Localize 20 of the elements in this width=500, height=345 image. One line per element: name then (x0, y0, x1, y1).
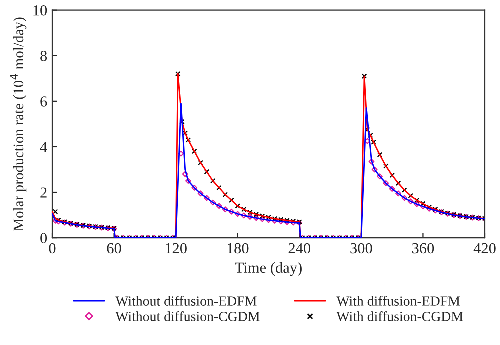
legend-label: With diffusion-EDFM (336, 296, 460, 306)
x-tick-label: 300 (350, 243, 372, 254)
y-tick-label: 8 (40, 51, 48, 62)
y-tick-label: 4 (40, 142, 48, 152)
x-tick-label: 420 (474, 243, 496, 254)
legend-label: Without diffusion-CGDM (116, 311, 260, 322)
x-tick-label: 240 (288, 243, 311, 254)
legend-label: Without diffusion-EDFM (116, 296, 257, 306)
x-tick-label: 120 (166, 243, 187, 254)
y-tick-label: 0 (40, 233, 48, 244)
y-tick-label: 10 (34, 5, 48, 16)
x-tick-label: 0 (49, 243, 56, 254)
x-axis-title: Time (day) (235, 262, 302, 276)
legend-label: With diffusion-CGDM (336, 311, 464, 322)
x-tick-label: 60 (107, 243, 122, 254)
x-tick-label: 180 (228, 243, 249, 254)
y-axis-title: Molar production rate (10$^{4}$ mol/day) (10, 18, 27, 232)
x-tick-label: 360 (412, 243, 434, 254)
y-tick-label: 6 (40, 96, 48, 107)
y-tick-label: 2 (40, 188, 47, 198)
